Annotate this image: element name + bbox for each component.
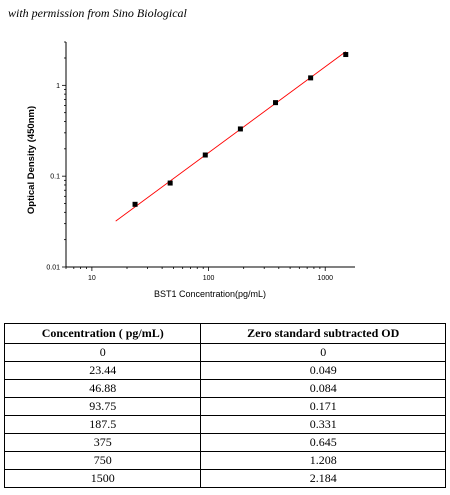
od-cell: 0.171 [200, 397, 446, 416]
concentration-cell: 23.44 [3, 361, 202, 380]
table-header-row: Concentration ( pg/mL) Zero standard sub… [3, 323, 446, 344]
concentration-cell: 93.75 [3, 397, 202, 416]
concentration-cell: 375 [3, 433, 202, 452]
concentration-cell: 1500 [3, 469, 202, 488]
standard-curve-chart: 10 100 1000 0.01 0.1 1 BST1 Concentration(pg/… [26, 41, 355, 299]
od-cell: 2.184 [200, 469, 446, 488]
header-od: Zero standard subtracted OD [200, 323, 446, 344]
data-point [237, 126, 243, 132]
data-point [167, 180, 173, 186]
x-tick-label: 1000 [317, 275, 333, 282]
axis-ticks: 10 100 1000 0.01 0.1 1 [46, 41, 333, 282]
y-axis-label: Optical Density (450nm) [26, 106, 37, 214]
table-row: 93.75 0.171 [3, 397, 446, 416]
data-points-group [132, 52, 349, 207]
fit-line [115, 51, 347, 222]
od-cell: 0.645 [200, 433, 446, 452]
data-point [202, 152, 208, 158]
table-row: 187.5 0.331 [3, 415, 446, 434]
table-row: 750 1.208 [3, 451, 446, 470]
table-row: 46.88 0.084 [3, 379, 446, 398]
y-tick-label: 0.01 [46, 265, 60, 272]
od-cell: 0.331 [200, 415, 446, 434]
concentration-cell: 0 [3, 343, 202, 362]
table-row: 1500 2.184 [3, 469, 446, 488]
od-cell: 0.084 [200, 379, 446, 398]
y-tick-label: 1 [56, 83, 60, 90]
data-point [273, 100, 279, 106]
data-point [308, 75, 314, 81]
concentration-cell: 750 [3, 451, 202, 470]
permission-caption: with permission from Sino Biological [8, 6, 187, 20]
y-tick-label: 0.1 [50, 174, 60, 181]
od-cell: 1.208 [200, 451, 446, 470]
data-point [132, 201, 138, 207]
header-concentration: Concentration ( pg/mL) [3, 323, 202, 344]
x-axis-label: BST1 Concentration(pg/mL) [154, 289, 266, 299]
concentration-cell: 46.88 [3, 379, 202, 398]
x-tick-label: 100 [203, 275, 215, 282]
fit-line-group [115, 51, 347, 222]
x-tick-label: 10 [88, 275, 96, 282]
concentration-cell: 187.5 [3, 415, 202, 434]
od-cell: 0 [200, 343, 446, 362]
od-cell: 0.049 [200, 361, 446, 380]
table-row: 375 0.645 [3, 433, 446, 452]
data-point [343, 52, 349, 58]
standard-table: Concentration ( pg/mL) Zero standard sub… [3, 323, 446, 488]
table-row: 23.44 0.049 [3, 361, 446, 380]
